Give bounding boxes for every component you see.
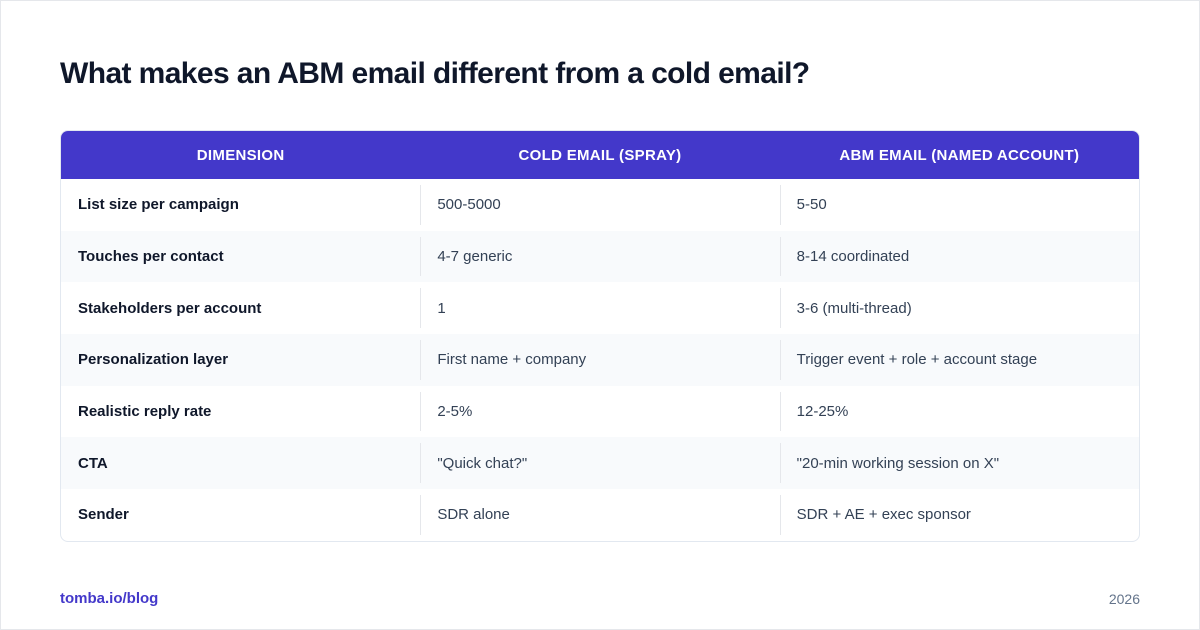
table-header: DIMENSION COLD EMAIL (SPRAY) ABM EMAIL (… (61, 131, 1139, 179)
cold-email-value: First name + company (420, 334, 779, 386)
table-row: Sender SDR alone SDR + AE + exec sponsor (61, 489, 1139, 541)
table-row: Stakeholders per account 1 3-6 (multi-th… (61, 282, 1139, 334)
abm-email-value: "20-min working session on X" (779, 437, 1139, 489)
page-title: What makes an ABM email different from a… (60, 57, 810, 90)
cold-email-value: "Quick chat?" (420, 437, 779, 489)
blog-link[interactable]: tomba.io/blog (60, 590, 159, 607)
header-abm-email: ABM EMAIL (NAMED ACCOUNT) (839, 146, 1080, 164)
table-row: List size per campaign 500-5000 5-50 (61, 179, 1139, 231)
header-cold-email: COLD EMAIL (SPRAY) (518, 146, 682, 164)
table-row: Touches per contact 4-7 generic 8-14 coo… (61, 230, 1139, 283)
row-label: List size per campaign (78, 196, 239, 214)
row-label: Realistic reply rate (78, 403, 212, 421)
comparison-table: DIMENSION COLD EMAIL (SPRAY) ABM EMAIL (… (60, 130, 1140, 542)
row-label: Personalization layer (78, 351, 229, 369)
abm-email-value: 8-14 coordinated (779, 231, 1139, 283)
row-label: Sender (78, 506, 129, 524)
cold-email-value: 4-7 generic (420, 231, 779, 283)
abm-email-value: 5-50 (779, 179, 1139, 231)
table-row: Realistic reply rate 2-5% 12-25% (61, 386, 1139, 438)
row-label: CTA (78, 454, 108, 472)
row-label: Touches per contact (78, 248, 224, 266)
footer-year: 2026 (1108, 591, 1140, 607)
abm-email-value: SDR + AE + exec sponsor (779, 489, 1139, 541)
cold-email-value: 1 (420, 282, 779, 334)
cold-email-value: 2-5% (420, 386, 779, 438)
table-row: Personalization layer First name + compa… (61, 334, 1139, 386)
abm-email-value: 3-6 (multi-thread) (779, 282, 1139, 334)
abm-email-value: 12-25% (779, 386, 1139, 438)
abm-email-value: Trigger event + role + account stage (779, 334, 1139, 386)
cold-email-value: SDR alone (420, 489, 779, 541)
row-label: Stakeholders per account (78, 299, 262, 317)
table-row: CTA "Quick chat?" "20-min working sessio… (61, 437, 1139, 490)
header-dimension: DIMENSION (196, 146, 285, 164)
cold-email-value: 500-5000 (420, 179, 779, 231)
